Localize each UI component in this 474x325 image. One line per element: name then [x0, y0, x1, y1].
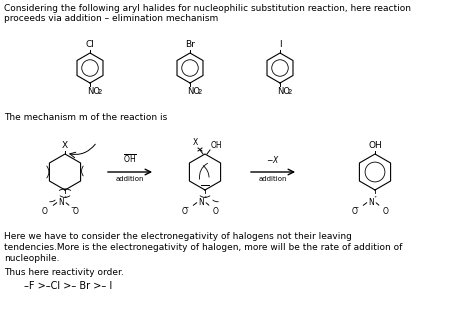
- Text: proceeds via addition – elimination mechanism: proceeds via addition – elimination mech…: [4, 14, 218, 23]
- Text: Thus here reactivity order.: Thus here reactivity order.: [4, 268, 124, 277]
- Text: O: O: [73, 207, 79, 216]
- Text: X: X: [62, 141, 68, 150]
- Text: O: O: [42, 207, 48, 216]
- Text: $\overline{\mathrm{OH}}$: $\overline{\mathrm{OH}}$: [123, 153, 137, 165]
- Text: NO: NO: [277, 87, 290, 96]
- Text: O: O: [352, 207, 358, 216]
- Text: NO: NO: [187, 87, 200, 96]
- Text: nucleophile.: nucleophile.: [4, 254, 60, 263]
- Text: ⁺: ⁺: [204, 196, 207, 201]
- Text: Br: Br: [185, 40, 195, 49]
- Text: N: N: [198, 198, 204, 207]
- Text: addition: addition: [116, 176, 144, 182]
- Text: −: −: [353, 204, 358, 209]
- Text: O: O: [383, 207, 389, 216]
- Text: $-X$: $-X$: [266, 154, 280, 165]
- Text: tendencies.More is the electronegativity of halogen, more will be the rate of ad: tendencies.More is the electronegativity…: [4, 243, 402, 252]
- Text: O: O: [182, 207, 188, 216]
- Text: Considering the following aryl halides for nucleophilic substitution reaction, h: Considering the following aryl halides f…: [4, 4, 411, 13]
- Text: OH: OH: [368, 141, 382, 150]
- Text: OH: OH: [211, 141, 223, 150]
- Text: N: N: [58, 198, 64, 207]
- Text: –F >–Cl >– Br >– I: –F >–Cl >– Br >– I: [24, 281, 112, 291]
- Text: 2: 2: [98, 89, 102, 95]
- Text: NO: NO: [87, 87, 100, 96]
- Text: 2: 2: [288, 89, 292, 95]
- Text: −: −: [183, 204, 188, 209]
- Text: Here we have to consider the electronegativity of halogens not their leaving: Here we have to consider the electronega…: [4, 232, 352, 241]
- Text: addition: addition: [259, 176, 287, 182]
- Text: N: N: [368, 198, 374, 207]
- Text: ⁺: ⁺: [64, 196, 67, 201]
- Text: I: I: [279, 40, 281, 49]
- Text: 2: 2: [198, 89, 202, 95]
- Text: −: −: [70, 204, 75, 209]
- Text: Cl: Cl: [86, 40, 94, 49]
- Text: ⁺: ⁺: [374, 196, 377, 201]
- Text: The mechanism m of the reaction is: The mechanism m of the reaction is: [4, 113, 167, 122]
- Text: O: O: [213, 207, 219, 216]
- Text: X: X: [192, 138, 198, 147]
